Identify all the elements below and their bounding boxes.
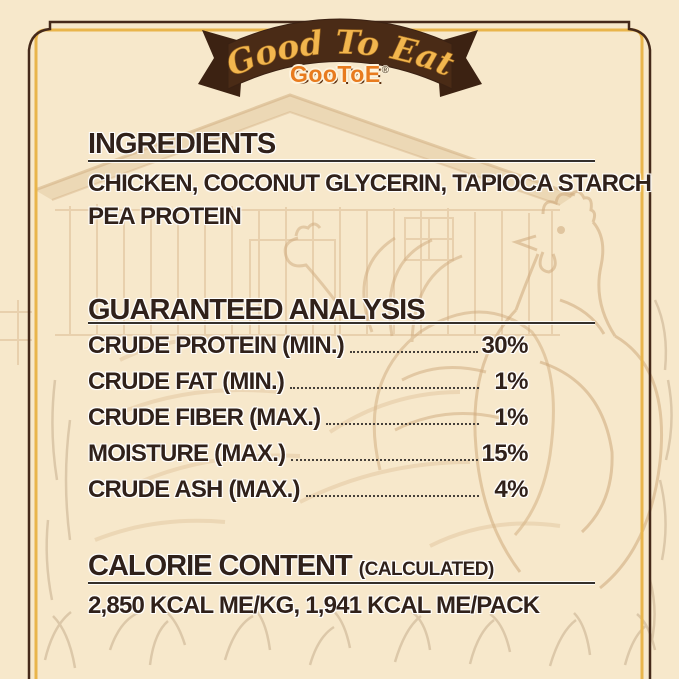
calorie-divider (88, 582, 595, 584)
ingredients-line-2: PEA PROTEIN (88, 203, 242, 230)
ingredients-heading: INGREDIENTS (88, 128, 276, 160)
calorie-value: 2,850 KCAL ME/KG, 1,941 KCAL ME/PACK (88, 592, 540, 619)
guaranteed-analysis-heading: GUARANTEED ANALYSIS (88, 294, 426, 326)
barn-illustration (0, 93, 576, 365)
table-row: MOISTURE (MAX.) 15% (88, 440, 528, 476)
analysis-label: CRUDE FIBER (MAX.) (88, 404, 321, 431)
ingredients-line-1: CHICKEN, COCONUT GLYCERIN, TAPIOCA STARC… (88, 170, 652, 197)
brand-logo-text: GooToE (289, 61, 381, 87)
calorie-heading-note: (CALCULATED) (358, 559, 495, 580)
guaranteed-analysis-divider (88, 322, 595, 324)
dotted-leader (305, 495, 479, 497)
table-row: CRUDE FAT (MIN.) 1% (88, 368, 529, 404)
brand-logo: GooToE® (0, 61, 679, 88)
analysis-label: CRUDE ASH (MAX.) (88, 476, 300, 503)
calorie-heading-text: CALORIE CONTENT (88, 550, 353, 582)
analysis-value: 1% (494, 368, 528, 395)
ribbon-banner: Good To Eat (198, 18, 482, 97)
table-row: CRUDE FIBER (MAX.) 1% (88, 404, 529, 440)
analysis-value: 15% (481, 440, 528, 467)
registered-trademark: ® (381, 65, 390, 76)
analysis-value: 30% (481, 332, 528, 359)
guaranteed-analysis-table: CRUDE PROTEIN (MIN.) 30% CRUDE FAT (MIN.… (88, 332, 529, 512)
ingredients-divider (88, 160, 595, 162)
dotted-leader (290, 387, 479, 389)
dotted-leader (291, 459, 479, 461)
analysis-label: MOISTURE (MAX.) (88, 440, 286, 467)
ribbon-band (227, 18, 453, 90)
dotted-leader (326, 423, 479, 425)
analysis-value: 1% (494, 404, 528, 431)
hen-illustration (283, 222, 555, 537)
table-row: CRUDE ASH (MAX.) 4% (88, 476, 529, 512)
dotted-leader (350, 351, 479, 353)
analysis-label: CRUDE PROTEIN (MIN.) (88, 332, 345, 359)
table-row: CRUDE PROTEIN (MIN.) 30% (88, 332, 528, 368)
analysis-value: 4% (494, 476, 528, 503)
calorie-content-heading: CALORIE CONTENT (CALCULATED) (88, 550, 595, 583)
analysis-label: CRUDE FAT (MIN.) (88, 368, 285, 395)
